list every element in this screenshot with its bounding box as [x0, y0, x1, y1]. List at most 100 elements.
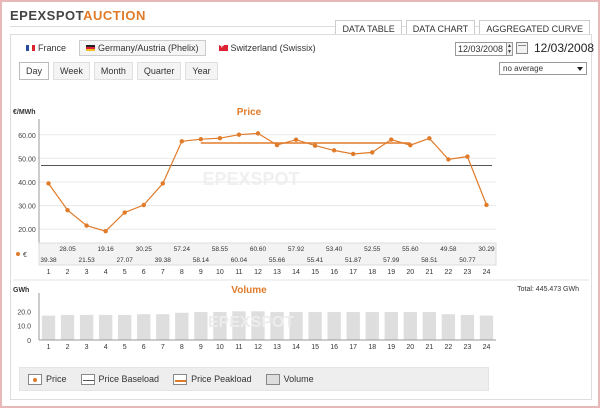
tab-aggregated-curve[interactable]: AGGREGATED CURVE	[479, 20, 590, 37]
price-data-label: 58.51	[421, 257, 438, 264]
volume-x-tick-label: 12	[254, 344, 262, 351]
price-x-tick-label: 14	[292, 269, 300, 276]
price-y-tick-label: 50.00	[18, 156, 36, 163]
price-data-label: 58.55	[212, 246, 229, 253]
price-series-line	[48, 132, 488, 232]
price-x-tick-label: 22	[444, 269, 452, 276]
volume-x-tick-label: 2	[66, 344, 70, 351]
volume-x-tick-label: 11	[235, 344, 242, 351]
period-week[interactable]: Week	[53, 62, 90, 80]
price-x-tick-label: 11	[235, 269, 242, 276]
price-x-tick-label: 8	[180, 269, 184, 276]
tab-data-chart[interactable]: DATA CHART	[405, 20, 476, 37]
price-point	[255, 131, 261, 136]
view-tabs: DATA TABLE DATA CHART AGGREGATED CURVE	[335, 20, 590, 37]
price-data-label: 27.07	[117, 257, 134, 264]
legend-peakload[interactable]: Price Peakload	[173, 373, 252, 385]
volume-y-axis-label: GWh	[13, 287, 29, 294]
volume-y-tick-label: 0	[27, 338, 31, 345]
logo-divider	[10, 26, 480, 27]
legend-baseload[interactable]: Price Baseload	[80, 373, 159, 385]
price-swatch-icon	[28, 373, 42, 385]
volume-bar	[60, 314, 75, 340]
volume-x-tick-label: 3	[85, 344, 89, 351]
volume-x-tick-label: 9	[199, 344, 203, 351]
total-volume-label: Total: 445.473 GWh	[517, 286, 579, 293]
volume-y-tick-label: 20.0	[17, 309, 31, 316]
price-point	[312, 143, 318, 148]
price-data-label: 57.99	[383, 257, 400, 264]
price-point	[350, 151, 356, 157]
market-switzerland[interactable]: Switzerland (Swissix)	[212, 40, 323, 56]
volume-x-tick-label: 4	[104, 344, 108, 351]
volume-x-tick-label: 15	[311, 344, 319, 351]
price-x-tick-label: 4	[104, 269, 108, 276]
volume-x-tick-label: 19	[387, 344, 395, 351]
epex-logo: EPEXSPOTAUCTION	[10, 8, 146, 23]
volume-x-tick-label: 7	[161, 344, 165, 351]
price-data-label: 52.55	[364, 246, 381, 253]
market-germany-austria[interactable]: Germany/Austria (Phelix)	[79, 40, 206, 56]
date-input[interactable]: 12/03/2008	[455, 42, 507, 56]
price-point	[331, 148, 337, 153]
period-month[interactable]: Month	[93, 62, 133, 80]
volume-y-tick-label: 10.0	[17, 324, 31, 331]
price-data-label: 21.53	[78, 257, 95, 264]
price-chart-title: Price	[237, 107, 262, 118]
volume-x-tick-label: 8	[180, 344, 184, 351]
price-data-label: 28.05	[59, 246, 76, 253]
volume-bar	[460, 314, 475, 340]
volume-bar	[137, 314, 151, 340]
legend-volume[interactable]: Volume	[265, 373, 314, 385]
price-point	[198, 136, 204, 142]
volume-chart: Volume GWh Total: 445.473 GWh 0 10.0 20.0 EPEX…	[13, 279, 589, 351]
calendar-icon[interactable]	[516, 42, 528, 54]
price-point	[389, 137, 394, 142]
period-selector: Day Week Month Quarter Year	[19, 62, 218, 80]
price-point	[84, 223, 89, 228]
main-panel: France Germany/Austria (Phelix) Switzerl…	[10, 34, 595, 400]
volume-bar	[232, 311, 246, 340]
price-point	[65, 208, 70, 213]
date-label: 12/03/2008	[534, 41, 595, 55]
price-data-label: 60.04	[231, 257, 248, 264]
tab-data-table[interactable]: DATA TABLE	[335, 20, 402, 37]
market-france[interactable]: France	[19, 40, 73, 56]
volume-bar	[365, 312, 379, 340]
volume-bar	[270, 312, 284, 340]
price-data-label: 39.38	[40, 257, 57, 264]
price-point	[122, 210, 127, 215]
price-point	[160, 181, 165, 186]
price-x-tick-label: 21	[425, 269, 433, 276]
price-point	[293, 137, 299, 142]
volume-bar	[479, 315, 494, 340]
volume-x-tick-label: 18	[368, 344, 376, 351]
price-data-label: 50.77	[459, 257, 476, 264]
period-quarter[interactable]: Quarter	[136, 62, 182, 80]
price-data-label: 51.87	[345, 257, 362, 264]
volume-x-tick-label: 14	[292, 344, 300, 351]
period-year[interactable]: Year	[185, 62, 218, 80]
price-y-tick-label: 60.00	[18, 133, 36, 140]
period-day[interactable]: Day	[19, 62, 50, 80]
price-x-tick-label: 2	[66, 269, 70, 276]
price-x-tick-label: 9	[199, 269, 203, 276]
date-spinner[interactable]: ▲ ▼	[507, 42, 513, 56]
price-point	[179, 139, 185, 144]
volume-x-tick-label: 6	[142, 344, 146, 351]
chart-area: Price€/MWhEPEXSPOT20.0030.0040.0050.0060…	[13, 107, 589, 351]
price-data-label: 49.58	[440, 246, 457, 253]
price-chart: Price €/MWh EPEXSPOT 20.00 30.00 40.00 50.00 60…	[13, 107, 497, 276]
volume-bar	[441, 314, 456, 340]
price-row-marker	[16, 252, 20, 256]
volume-bar	[289, 312, 303, 340]
average-select[interactable]: no average	[499, 62, 587, 75]
price-x-tick-label: 20	[406, 269, 414, 276]
legend-price[interactable]: Price	[28, 373, 67, 385]
switzerland-flag-icon	[218, 41, 228, 51]
chevron-down-icon	[577, 67, 583, 71]
price-x-tick-label: 10	[216, 269, 224, 276]
volume-bar	[403, 312, 417, 340]
price-x-tick-label: 6	[142, 269, 146, 276]
